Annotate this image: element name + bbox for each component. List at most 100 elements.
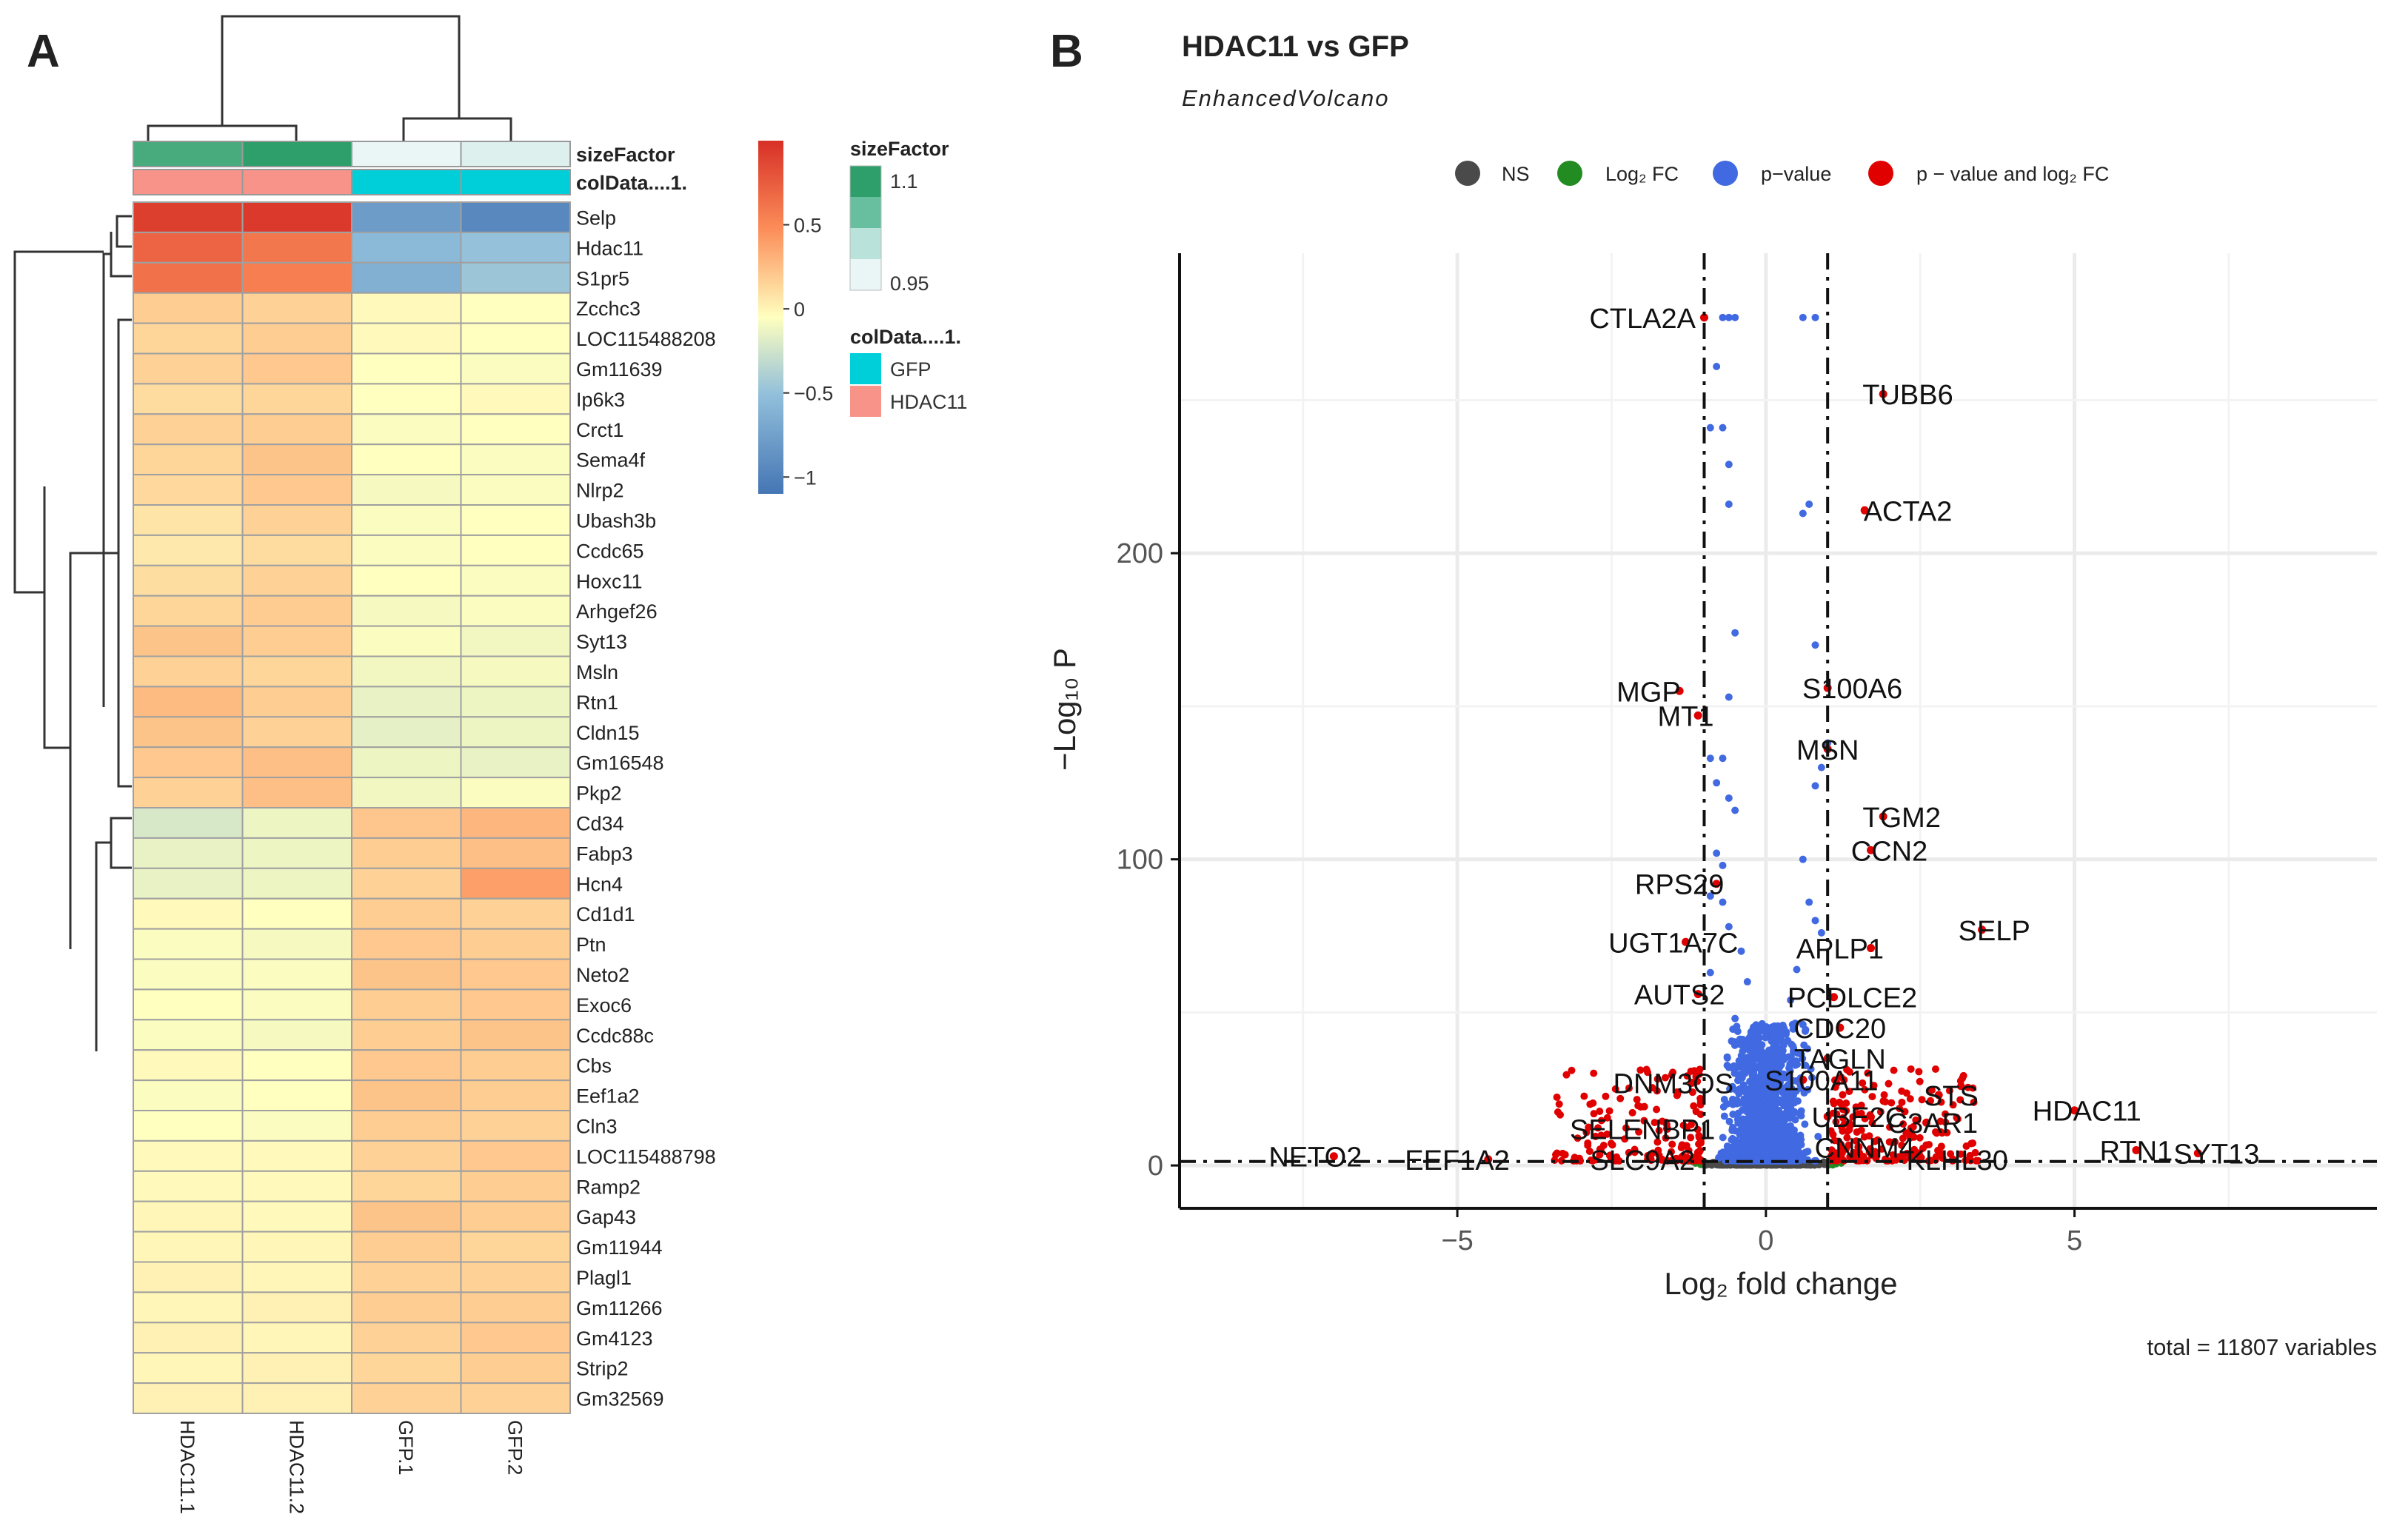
point-p — [1713, 779, 1721, 787]
gene-label: CDC20 — [1794, 1014, 1887, 1045]
point-both — [1830, 1136, 1839, 1145]
gene-label: RTN1 — [2100, 1136, 2173, 1167]
point-both — [1843, 1065, 1851, 1074]
point-both — [1823, 1112, 1832, 1121]
heatmap-cell — [351, 1261, 462, 1293]
point-both — [1574, 1134, 1582, 1142]
point-both — [1590, 1069, 1598, 1077]
point-both — [1840, 1076, 1848, 1084]
heatmap-cell — [351, 897, 462, 930]
point-both — [1602, 1092, 1610, 1100]
heatmap-cell — [133, 1261, 244, 1293]
point-both — [1869, 1151, 1877, 1159]
point-both — [1838, 1123, 1846, 1131]
row-label: Msln — [576, 661, 618, 683]
point-p — [1746, 1077, 1754, 1085]
heatmap-cell — [351, 292, 462, 324]
point-both — [1611, 1085, 1619, 1093]
row-label: Eef1a2 — [576, 1085, 640, 1108]
heatmap-cell — [460, 504, 571, 536]
colorbar-ticks: 0.5 0 −0.5 −1 — [783, 215, 833, 489]
heatmap-cell — [351, 716, 462, 749]
point-p — [1767, 1089, 1775, 1097]
volcano-subtitle: EnhancedVolcano — [1182, 85, 1390, 111]
point-p — [1786, 1122, 1794, 1130]
heatmap-cell — [460, 443, 571, 476]
point-p — [1723, 1062, 1731, 1070]
point-p — [1811, 782, 1819, 790]
point-both — [1837, 1140, 1845, 1148]
heatmap-cell — [133, 352, 244, 385]
point-p — [1786, 1060, 1794, 1068]
point-both — [1885, 1079, 1893, 1088]
gene-label: ACTA2 — [1864, 496, 1953, 527]
heatmap-cell — [133, 534, 244, 566]
volcano-panel: B HDAC11 vs GFP EnhancedVolcano NS Log₂ … — [1047, 26, 2377, 1360]
point-both — [1850, 1148, 1858, 1156]
point-both — [1684, 1156, 1692, 1165]
point-p — [1777, 1035, 1785, 1043]
heatmap-cell — [351, 1200, 462, 1233]
sizefactor-cell — [460, 141, 571, 167]
heatmap-cell — [133, 655, 244, 688]
row-label: Sema4f — [576, 449, 646, 472]
heatmap-cell — [351, 928, 462, 960]
gene-label: SYT13 — [2173, 1139, 2259, 1171]
point-p — [1730, 1038, 1739, 1046]
legend-label-log2fc: Log₂ FC — [1605, 163, 1679, 185]
x-tick-label: 0 — [1758, 1225, 1773, 1256]
point-p — [1799, 855, 1807, 863]
point-both — [1870, 1082, 1878, 1090]
point-both — [1621, 1135, 1629, 1143]
heatmap-panel: A Selp Hdac11 S1pr5 Zcchc3 LOC115488208 Gm116… — [13, 15, 968, 1514]
point-both — [1885, 1123, 1893, 1131]
point-both — [1673, 1091, 1681, 1099]
row-label: Fabp3 — [576, 843, 633, 865]
point-both — [1867, 846, 1876, 854]
point-both — [1829, 1097, 1837, 1105]
point-both — [1939, 1154, 1947, 1162]
point-both — [1603, 1130, 1611, 1138]
point-both — [1861, 1114, 1869, 1122]
point-both — [1839, 1114, 1847, 1122]
point-p — [1786, 1079, 1794, 1087]
point-p — [1731, 629, 1739, 637]
point-p — [1743, 978, 1751, 986]
point-p — [1768, 1067, 1776, 1075]
heatmap-cell — [241, 625, 352, 657]
heatmap-cell — [460, 383, 571, 415]
point-both — [1648, 1084, 1656, 1092]
gene-label: HDAC11 — [2033, 1097, 2141, 1128]
heatmap-cell — [133, 231, 244, 264]
point-both — [1628, 1108, 1636, 1116]
heatmap-cell — [351, 1382, 462, 1414]
legend-label-ns: NS — [1502, 163, 1530, 185]
point-both — [1605, 1107, 1613, 1115]
point-p — [1755, 1136, 1763, 1145]
legend-dot-ns — [1455, 161, 1480, 186]
point-both — [1898, 1098, 1906, 1106]
heatmap-cell — [460, 1110, 571, 1142]
legend-dot-log2fc — [1557, 161, 1582, 186]
row-label: Exoc6 — [576, 994, 632, 1017]
gene-label: UGT1A7C — [1608, 928, 1738, 959]
point-both — [1654, 1146, 1662, 1154]
heatmap-cell — [241, 897, 352, 930]
heatmap-cell — [351, 1291, 462, 1324]
point-both — [1692, 1073, 1700, 1081]
heatmap-cell — [241, 534, 352, 566]
point-both — [1927, 1097, 1935, 1105]
point-both — [1553, 1093, 1561, 1101]
point-both — [1880, 1091, 1888, 1099]
heatmap-cell — [241, 867, 352, 900]
heatmap-cell — [133, 1110, 244, 1142]
heatmap-cell — [133, 686, 244, 718]
heatmap-cell — [241, 1352, 352, 1385]
gene-label: C3AR1 — [1887, 1108, 1979, 1139]
heatmap-cell — [460, 1170, 571, 1202]
gene-label: SELP — [1959, 916, 2030, 947]
heatmap-cell — [241, 564, 352, 597]
point-p — [1720, 1112, 1728, 1120]
point-p — [1734, 1109, 1742, 1117]
heatmap-cell — [351, 655, 462, 688]
